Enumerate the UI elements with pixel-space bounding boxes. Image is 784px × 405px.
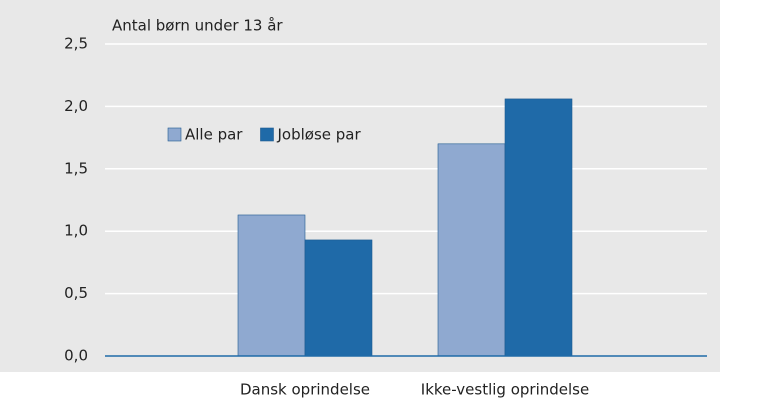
y-tick-label: 1,5 (64, 159, 88, 177)
y-tick-label: 0,5 (64, 284, 88, 302)
y-tick-label: 2,0 (64, 97, 88, 115)
bar (437, 143, 506, 357)
y-tick-label: 1,0 (64, 222, 88, 240)
legend-label: Alle par (185, 126, 243, 144)
legend-swatch (260, 127, 274, 142)
x-tick-label: Dansk oprindelse (240, 381, 370, 399)
legend-label: Jobløse par (276, 126, 361, 144)
bar (504, 98, 573, 357)
y-tick-label: 2,5 (64, 35, 88, 53)
bar (304, 239, 373, 357)
y-axis-label: Antal børn under 13 år (112, 17, 283, 35)
y-tick-label: 0,0 (64, 347, 88, 365)
bar (237, 214, 306, 357)
legend-swatch (167, 127, 182, 142)
x-tick-label: Ikke-vestlig oprindelse (421, 381, 589, 399)
